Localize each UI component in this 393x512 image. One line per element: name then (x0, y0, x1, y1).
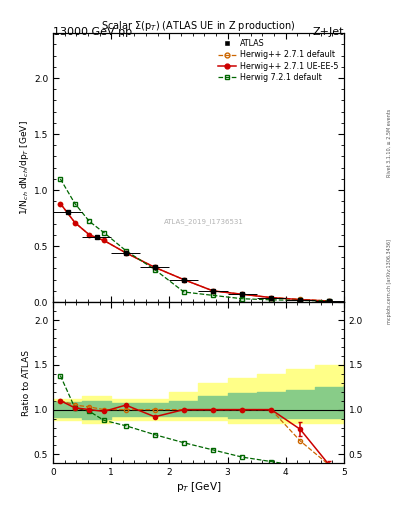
Text: Z+Jet: Z+Jet (312, 27, 344, 37)
Text: mcplots.cern.ch [arXiv:1306.3436]: mcplots.cern.ch [arXiv:1306.3436] (387, 239, 392, 324)
Y-axis label: 1/N$_{ch}$ dN$_{ch}$/dp$_T$ [GeV]: 1/N$_{ch}$ dN$_{ch}$/dp$_T$ [GeV] (18, 120, 31, 215)
Text: ATLAS_2019_I1736531: ATLAS_2019_I1736531 (164, 218, 244, 225)
Y-axis label: Ratio to ATLAS: Ratio to ATLAS (22, 350, 31, 416)
X-axis label: p$_T$ [GeV]: p$_T$ [GeV] (176, 480, 221, 494)
Legend: ATLAS, Herwig++ 2.7.1 default, Herwig++ 2.7.1 UE-EE-5, Herwig 7.2.1 default: ATLAS, Herwig++ 2.7.1 default, Herwig++ … (217, 37, 340, 84)
Title: Scalar Σ(p$_T$) (ATLAS UE in Z production): Scalar Σ(p$_T$) (ATLAS UE in Z productio… (101, 19, 296, 33)
Text: Rivet 3.1.10, ≥ 2.5M events: Rivet 3.1.10, ≥ 2.5M events (387, 109, 392, 178)
Text: 13000 GeV pp: 13000 GeV pp (53, 27, 132, 37)
